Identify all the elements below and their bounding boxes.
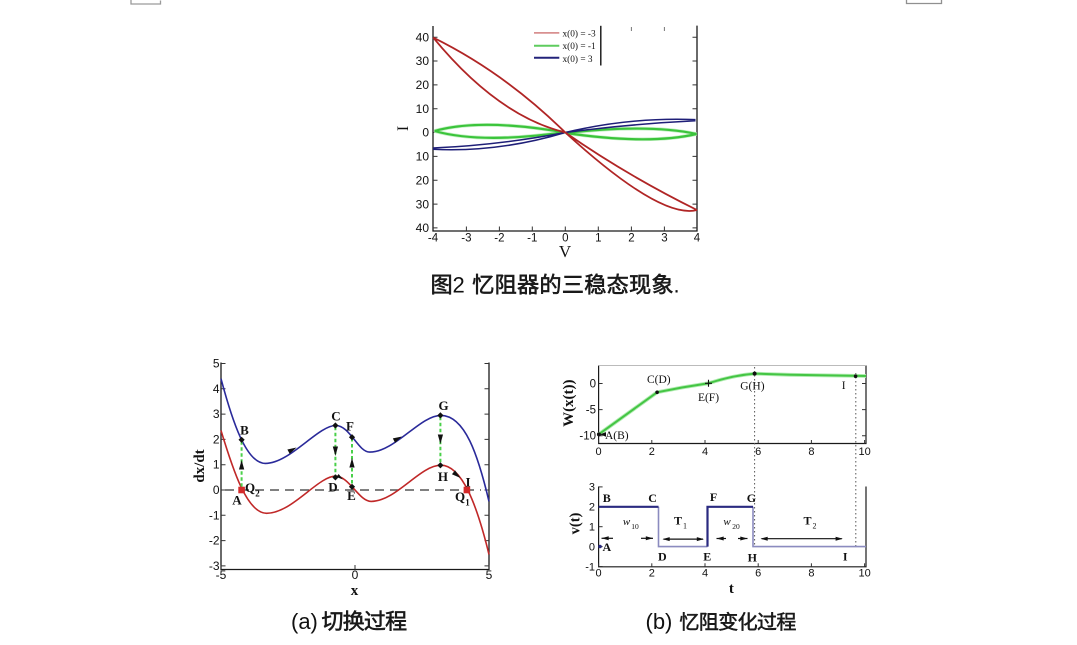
svg-text:T: T <box>674 514 682 528</box>
svg-text:10: 10 <box>416 102 430 116</box>
svg-text:-1: -1 <box>585 561 595 573</box>
svg-text:-2: -2 <box>209 534 220 548</box>
svg-text:8: 8 <box>808 568 814 580</box>
svg-text:30: 30 <box>416 197 430 211</box>
svg-text:H: H <box>748 551 758 565</box>
svg-text:x(0) = 3: x(0) = 3 <box>563 54 593 65</box>
svg-text:-10: -10 <box>579 431 596 443</box>
svg-text:v(t): v(t) <box>568 512 584 534</box>
svg-text:0: 0 <box>562 233 568 245</box>
svg-text:w: w <box>723 516 731 528</box>
svg-text:5: 5 <box>486 568 493 582</box>
svg-text:0: 0 <box>596 446 602 458</box>
svg-text:0: 0 <box>422 126 429 140</box>
svg-text:4: 4 <box>694 233 701 245</box>
svg-text:30: 30 <box>416 54 430 68</box>
svg-text:A(B): A(B) <box>605 430 629 442</box>
svg-text:2: 2 <box>628 233 634 245</box>
svg-text:2: 2 <box>649 568 655 580</box>
svg-text:I: I <box>395 126 412 131</box>
svg-text:4: 4 <box>702 446 708 458</box>
svg-text:3: 3 <box>213 407 220 421</box>
svg-text:(b): (b) <box>646 609 673 634</box>
svg-text:2: 2 <box>255 489 260 499</box>
svg-text:1: 1 <box>595 233 601 245</box>
svg-text:20: 20 <box>732 522 740 531</box>
svg-text:8: 8 <box>808 446 814 458</box>
svg-text:C(D): C(D) <box>647 374 671 386</box>
svg-text:2: 2 <box>649 446 655 458</box>
svg-text:-5: -5 <box>586 405 596 417</box>
svg-text:x: x <box>351 583 359 599</box>
svg-text:G(H): G(H) <box>740 381 764 393</box>
svg-text:D: D <box>658 550 667 564</box>
svg-text:F: F <box>346 419 354 434</box>
svg-text:4: 4 <box>213 382 220 396</box>
svg-text:-2: -2 <box>494 233 504 245</box>
svg-text:-1: -1 <box>209 508 220 522</box>
svg-text:0: 0 <box>213 483 220 497</box>
svg-text:Q: Q <box>455 489 465 504</box>
svg-text:G: G <box>747 491 756 505</box>
svg-text:2: 2 <box>589 502 595 514</box>
svg-text:2: 2 <box>453 273 465 298</box>
svg-text:40: 40 <box>416 30 430 44</box>
svg-text:x(0) = -1: x(0) = -1 <box>563 41 596 52</box>
svg-text:6: 6 <box>755 568 761 580</box>
svg-text:E(F): E(F) <box>698 392 719 404</box>
svg-text:t: t <box>729 581 734 597</box>
svg-text:20: 20 <box>416 173 430 187</box>
svg-text:40: 40 <box>416 221 430 235</box>
svg-text:(a): (a) <box>291 609 318 634</box>
svg-text:H: H <box>438 469 448 484</box>
svg-text:10: 10 <box>416 150 430 164</box>
svg-text:I: I <box>842 380 846 392</box>
svg-text:F: F <box>710 490 717 504</box>
svg-text:V: V <box>559 242 572 261</box>
svg-text:T: T <box>803 514 811 528</box>
svg-text:10: 10 <box>858 568 870 580</box>
svg-text:1: 1 <box>589 522 595 534</box>
svg-text:W(x(t)): W(x(t)) <box>561 379 577 426</box>
svg-text:-1: -1 <box>527 233 537 245</box>
svg-text:1: 1 <box>213 458 220 472</box>
svg-text:B: B <box>603 491 611 505</box>
svg-text:1: 1 <box>683 522 687 531</box>
svg-text:4: 4 <box>702 568 708 580</box>
svg-text:3: 3 <box>661 233 667 245</box>
svg-text:1: 1 <box>465 498 470 508</box>
svg-text:0: 0 <box>352 568 359 582</box>
svg-text:10: 10 <box>858 446 870 458</box>
svg-text:-4: -4 <box>428 233 439 245</box>
svg-text:Q: Q <box>245 480 255 495</box>
svg-text:-3: -3 <box>461 233 471 245</box>
svg-text:A: A <box>232 493 242 508</box>
svg-text:5: 5 <box>213 357 220 371</box>
svg-text:-3: -3 <box>209 559 220 573</box>
svg-text:0: 0 <box>590 378 596 390</box>
svg-text:20: 20 <box>416 78 430 92</box>
svg-text:C: C <box>648 491 657 505</box>
svg-text:.: . <box>674 273 680 298</box>
svg-text:E: E <box>347 488 356 503</box>
svg-text:E: E <box>703 550 711 564</box>
svg-text:x(0) = -3: x(0) = -3 <box>563 28 596 39</box>
svg-text:6: 6 <box>755 446 761 458</box>
svg-text:w: w <box>623 516 631 528</box>
svg-text:I: I <box>465 475 470 490</box>
svg-text:C: C <box>331 409 340 424</box>
svg-text:0: 0 <box>596 568 602 580</box>
svg-text:-5: -5 <box>216 568 227 582</box>
svg-text:dx/dt: dx/dt <box>192 449 208 482</box>
svg-text:10: 10 <box>631 522 639 531</box>
svg-text:A: A <box>602 540 611 554</box>
svg-text:G: G <box>439 398 449 413</box>
svg-text:3: 3 <box>589 482 595 494</box>
svg-text:0: 0 <box>589 541 595 553</box>
svg-text:B: B <box>240 423 249 438</box>
svg-text:2: 2 <box>813 522 817 531</box>
svg-text:2: 2 <box>213 432 220 446</box>
svg-text:D: D <box>328 480 337 495</box>
svg-text:I: I <box>843 550 848 564</box>
